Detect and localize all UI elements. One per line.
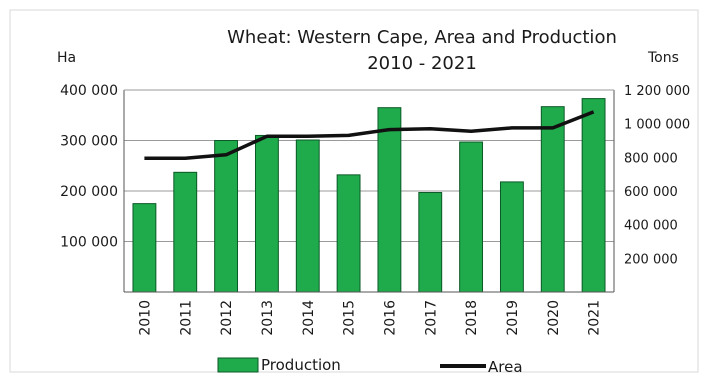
x-tick-label-2011: 2011 (178, 300, 194, 336)
bar-production-2013 (254, 134, 279, 293)
x-axis-ticks: 2010 2011 2012 2013 2014 2015 2016 2017 2018 2019… (137, 300, 602, 336)
left-tick-label-1: 200 000 (60, 184, 118, 200)
x-tick-label-2015: 2015 (342, 300, 358, 336)
bar-production-2020 (540, 106, 565, 293)
right-axis-ticks: 200 000 400 000 600 000 800 000 1 000 000 1 2… (624, 84, 690, 267)
right-tick-label-0: 200 000 (624, 252, 678, 267)
legend: Production Area (217, 356, 523, 376)
bar-production-2017 (418, 192, 443, 293)
bar-production-2014 (295, 139, 320, 293)
x-tick-label-2019: 2019 (505, 300, 521, 336)
area-line (144, 110, 595, 160)
line-area (144, 110, 595, 160)
bar-production-2015 (336, 174, 361, 293)
right-tick-label-3: 800 000 (624, 151, 678, 166)
legend-swatch-production (217, 357, 259, 373)
bar-production-2018 (459, 141, 484, 293)
right-axis-unit-label: Tons (647, 50, 679, 66)
x-tick-label-2014: 2014 (301, 300, 317, 336)
axes (123, 89, 615, 293)
legend-label-production: Production (261, 356, 341, 374)
left-axis-unit-label: Ha (57, 50, 76, 66)
x-tick-label-2016: 2016 (382, 300, 398, 336)
left-tick-label-0: 100 000 (60, 235, 118, 251)
right-tick-label-1: 400 000 (624, 219, 678, 234)
legend-label-area: Area (488, 358, 523, 376)
right-tick-label-2: 600 000 (624, 185, 678, 200)
bar-production-2010 (132, 203, 157, 293)
x-tick-label-2020: 2020 (546, 300, 562, 336)
right-tick-label-4: 1 000 000 (624, 118, 690, 133)
bar-production-2016 (377, 107, 402, 293)
x-tick-label-2010: 2010 (137, 300, 153, 336)
x-tick-label-2012: 2012 (219, 300, 235, 336)
left-tick-label-2: 300 000 (60, 134, 118, 150)
x-tick-label-2013: 2013 (260, 300, 276, 336)
bar-production-2011 (173, 171, 198, 293)
x-tick-label-2017: 2017 (423, 300, 439, 336)
chart-title: Wheat: Western Cape, Area and Production (227, 27, 617, 48)
production-bars (132, 98, 606, 293)
bar-production-2021 (581, 98, 606, 293)
right-tick-label-5: 1 200 000 (624, 84, 690, 99)
chart-subtitle: 2010 - 2021 (367, 53, 477, 74)
bar-production-2019 (499, 181, 524, 293)
left-axis-ticks: 100 000 200 000 300 000 400 000 (60, 83, 118, 251)
x-tick-label-2021: 2021 (587, 300, 603, 336)
left-tick-label-3: 400 000 (60, 83, 118, 99)
x-tick-label-2018: 2018 (464, 300, 480, 336)
bar-production-2012 (214, 140, 239, 293)
